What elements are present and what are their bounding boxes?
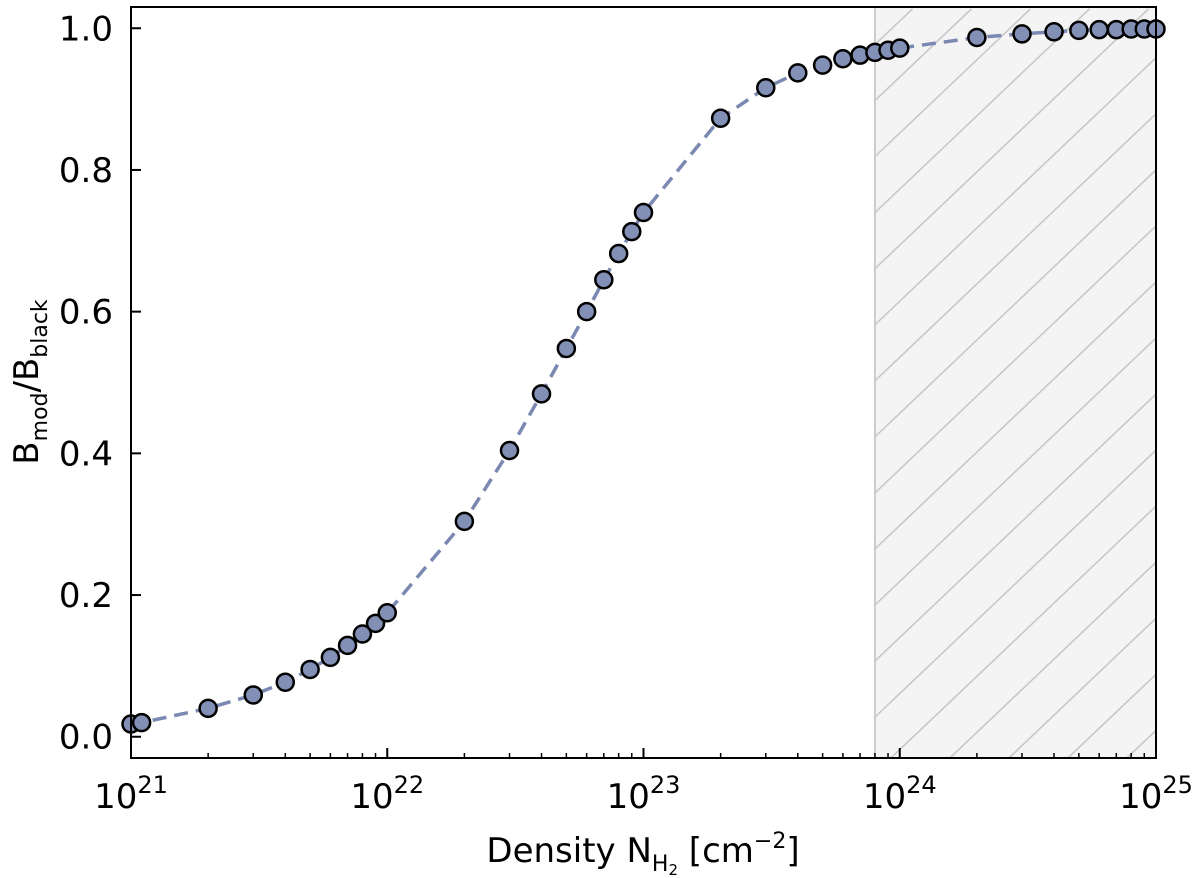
y-tick-label: 0.8 — [59, 151, 113, 191]
hatch-line — [874, 56, 1156, 326]
hatch-line — [874, 449, 1156, 719]
data-point — [531, 384, 552, 404]
data-point — [300, 659, 320, 680]
y-tick-label: 1.0 — [59, 9, 113, 49]
data-point — [1089, 19, 1109, 40]
hatch-line — [949, 561, 1156, 758]
hatch-line — [1008, 617, 1156, 758]
data-point — [499, 440, 520, 461]
data-point — [576, 301, 597, 322]
hatch-line — [874, 392, 1156, 663]
ticks-layer: 1021 1022 1023 1024 1025 0.0 0.2 0.4 0.6 0.8 1.0 — [59, 9, 1193, 817]
data-point — [1044, 22, 1064, 42]
data-point — [365, 613, 386, 634]
data-point — [967, 27, 987, 48]
hatch-line — [890, 505, 1156, 758]
data-point — [243, 685, 264, 705]
data-point — [608, 243, 629, 264]
series-line-layer — [131, 27, 1156, 726]
data-point — [556, 338, 577, 359]
data-point — [756, 78, 776, 98]
x-tick-label: 1025 — [1119, 771, 1193, 817]
data-point — [320, 647, 341, 668]
data-point — [633, 202, 654, 223]
y-tick-label: 0.0 — [59, 718, 113, 758]
data-point — [352, 624, 373, 644]
hatch-line — [1186, 9, 1200, 758]
data-point — [594, 270, 614, 290]
data-point — [710, 108, 731, 128]
data-point — [275, 672, 296, 692]
hatch-line — [874, 8, 1091, 214]
data-point — [377, 603, 397, 623]
data-point — [454, 511, 475, 532]
data-point — [131, 712, 152, 733]
shaded-region — [874, 7, 1156, 758]
y-tick-label: 0.4 — [59, 434, 113, 474]
x-axis-label: Density NH2 [cm−2] — [486, 829, 799, 878]
hatch-line — [874, 8, 1150, 270]
data-point — [812, 55, 833, 75]
y-tick-label: 0.2 — [59, 576, 113, 616]
data-point — [833, 48, 853, 69]
shaded-region-layer — [873, 7, 1200, 758]
hatch-lines — [874, 8, 1200, 758]
data-point — [1012, 24, 1032, 44]
data-point — [890, 38, 910, 58]
data-point — [622, 221, 642, 242]
x-tick-label: 1024 — [863, 771, 937, 817]
data-point — [788, 63, 808, 83]
hatch-line — [874, 112, 1156, 382]
x-tick-label: 1022 — [350, 771, 424, 817]
hatch-line — [874, 8, 1032, 158]
data-point — [1069, 20, 1089, 41]
hatch-line — [874, 280, 1156, 551]
data-point — [337, 635, 358, 656]
y-axis-label: Bmod/Bblack — [7, 299, 53, 465]
series-line — [131, 27, 1156, 726]
x-tick-label: 1021 — [94, 771, 168, 817]
hatch-line — [874, 336, 1156, 607]
x-tick-label: 1023 — [607, 771, 681, 817]
hatch-line — [874, 224, 1156, 495]
y-tick-label: 0.6 — [59, 293, 113, 333]
hatch-line — [874, 168, 1156, 439]
data-point — [198, 698, 218, 719]
